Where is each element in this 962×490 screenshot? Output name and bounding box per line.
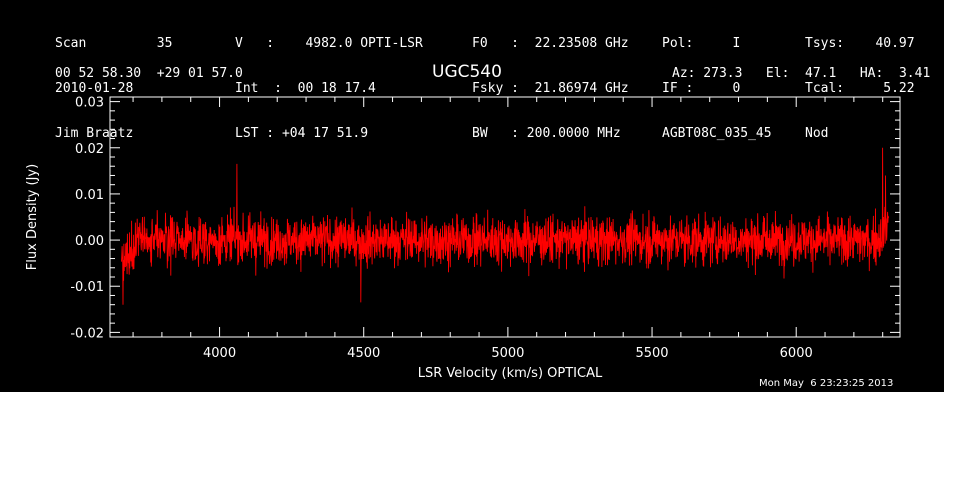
flux-trace [121, 147, 889, 305]
trace-layer [121, 147, 889, 305]
y-tick-label: 0.00 [75, 234, 104, 249]
sky-frequency-line: Fsky : 21.86974 GHz [472, 81, 629, 96]
tcal-line: Tcal: 5.22 [805, 81, 915, 96]
y-tick-label: 0.01 [75, 188, 104, 203]
x-tick-label: 4500 [347, 346, 380, 361]
plot-timestamp: Mon May 6 23:23:25 2013 [759, 378, 894, 389]
plot-frame [109, 96, 901, 338]
header-col-frequency: F0 : 22.23508 GHz Fsky : 21.86974 GHz BW… [472, 6, 629, 171]
date-line: 2010-01-28 [55, 81, 134, 96]
mode-line: Nod [805, 126, 829, 141]
header-col-velocity: V : 4982.0 OPTI-LSR Int : 00 18 17.4 LST… [235, 6, 423, 171]
x-tick-label: 6000 [780, 346, 813, 361]
x-tick-label: 4000 [203, 346, 236, 361]
x-axis-label: LSR Velocity (km/s) OPTICAL [418, 366, 603, 381]
source-coordinates: 00 52 58.30 +29 01 57.0 [55, 66, 243, 81]
y-tick-label: -0.02 [70, 326, 104, 341]
polarization-line: Pol: I [662, 36, 741, 51]
integration-line: Int : 00 18 17.4 [235, 81, 376, 96]
axis-layer: 4000 4500 5000 5500 6000 -0.02 -0.01 0.00 0.01 0.… [25, 96, 901, 381]
az-el-ha: Az: 273.3 El: 47.1 HA: 3.41 [672, 66, 931, 81]
if-line: IF : 0 [662, 81, 741, 96]
y-axis-label: Flux Density (Jy) [25, 164, 40, 270]
y-tick-label: 0.02 [75, 142, 104, 157]
velocity-line: V : 4982.0 OPTI-LSR [235, 36, 423, 51]
header-col-scan: Scan 35 2010-01-28 Jim Braatz [55, 6, 172, 171]
spectrum-plot: 4000 4500 5000 5500 6000 -0.02 -0.01 0.00 0.01 0.… [25, 96, 901, 381]
project-line: AGBT08C_035_45 [662, 126, 772, 141]
source-name: UGC540 [432, 62, 502, 82]
tsys-line: Tsys: 40.97 [805, 36, 915, 51]
spectrum-window: Scan 35 2010-01-28 Jim Braatz V : 4982.0… [0, 0, 944, 392]
header-col-pol: Pol: I IF : 0 AGBT08C_035_45 [662, 6, 772, 171]
y-tick-label: -0.01 [70, 280, 104, 295]
header-col-tsys: Tsys: 40.97 Tcal: 5.22 Nod [805, 6, 915, 171]
lst-line: LST : +04 17 51.9 [235, 126, 369, 141]
x-tick-label: 5000 [491, 346, 524, 361]
y-tick-label: 0.03 [75, 96, 104, 111]
x-tick-label: 5500 [635, 346, 668, 361]
bandwidth-line: BW : 200.0000 MHz [472, 126, 621, 141]
scan-line: Scan 35 [55, 36, 173, 51]
rest-frequency-line: F0 : 22.23508 GHz [472, 36, 629, 51]
